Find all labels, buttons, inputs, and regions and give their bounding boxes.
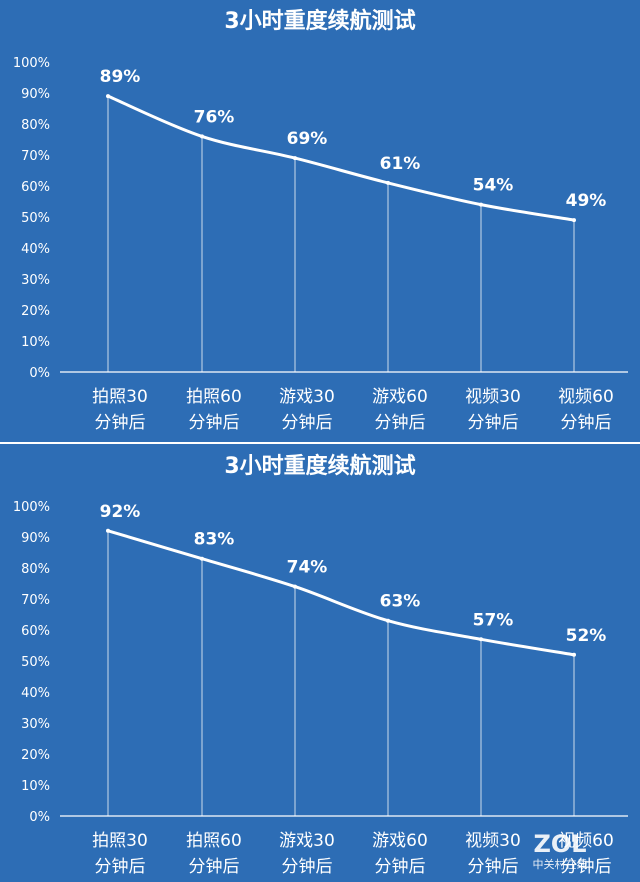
y-tick-label: 50% [21,211,50,226]
y-tick-label: 70% [21,593,50,608]
y-tick-label: 50% [21,655,50,670]
x-tick-label: 游戏30 [279,831,335,851]
y-tick-label: 0% [29,366,50,381]
x-tick-label: 分钟后 [95,413,146,433]
data-point [200,134,204,139]
y-tick-label: 80% [21,562,50,577]
data-point [479,202,483,207]
watermark-logo: ZOL [533,830,586,858]
data-point [293,584,297,589]
y-tick-label: 20% [21,748,50,763]
y-tick-label: 60% [21,624,50,639]
data-label: 76% [194,107,235,127]
data-label: 57% [473,610,514,630]
x-tick-label: 拍照60 [186,831,242,851]
data-point [386,180,390,185]
y-tick-label: 100% [13,56,50,71]
y-tick-label: 70% [21,149,50,164]
data-point [106,528,110,533]
y-tick-label: 90% [21,87,50,102]
x-tick-label: 分钟后 [561,413,612,433]
y-tick-label: 20% [21,304,50,319]
watermark-subtitle: 中关村在线 [533,857,588,871]
y-tick-label: 90% [21,531,50,546]
x-tick-label: 分钟后 [189,413,240,433]
x-tick-label: 拍照30 [92,831,148,851]
x-tick-label: 视频30 [465,387,521,407]
x-tick-label: 分钟后 [282,857,333,877]
data-point [200,556,204,561]
x-tick-label: 分钟后 [561,857,612,877]
data-label: 89% [100,67,141,87]
x-tick-label: 分钟后 [468,857,519,877]
data-point [572,218,576,223]
y-tick-label: 30% [21,273,50,288]
data-label: 61% [380,154,421,174]
y-tick-label: 30% [21,717,50,732]
data-point [479,637,483,642]
data-label: 92% [100,502,141,522]
y-tick-label: 10% [21,779,50,794]
y-tick-label: 100% [13,500,50,515]
x-tick-label: 分钟后 [468,413,519,433]
series-line [106,94,576,222]
chart-panel-1: 3小时重度续航测试 0% 10% 20% 30% 40% 50% 60% 70% 80% 90% 10… [13,8,628,433]
data-point [106,94,110,99]
y-tick-label: 40% [21,242,50,257]
x-tick-label: 拍照30 [92,387,148,407]
x-tick-label: 分钟后 [189,857,240,877]
data-label: 74% [287,558,328,578]
x-tick-label: 视频60 [558,387,614,407]
y-tick-label: 80% [21,118,50,133]
chart-panel-2: 3小时重度续航测试 0% 10% 20% 30% 40% 50% 60% 70% 80% 90% 10… [13,453,628,877]
y-tick-label: 10% [21,335,50,350]
series-line [106,529,576,657]
data-label: 49% [566,191,607,211]
data-label: 83% [194,530,235,550]
chart-title: 3小时重度续航测试 [224,8,415,34]
x-tick-label: 游戏30 [279,387,335,407]
x-tick-label: 视频30 [465,831,521,851]
data-label: 63% [380,592,421,612]
x-tick-label: 视频60 [558,831,614,851]
x-tick-label: 分钟后 [375,413,426,433]
y-tick-label: 0% [29,810,50,825]
x-tick-label: 游戏60 [372,831,428,851]
data-label: 52% [566,626,607,646]
y-tick-label: 60% [21,180,50,195]
x-tick-label: 分钟后 [282,413,333,433]
data-point [386,618,390,623]
data-label: 69% [287,129,328,149]
chart-title: 3小时重度续航测试 [224,453,415,479]
data-label: 54% [473,176,514,196]
x-tick-label: 游戏60 [372,387,428,407]
data-point [572,652,576,657]
x-tick-label: 分钟后 [375,857,426,877]
x-tick-label: 分钟后 [95,857,146,877]
y-tick-label: 40% [21,686,50,701]
x-tick-label: 拍照60 [186,387,242,407]
data-point [293,156,297,161]
